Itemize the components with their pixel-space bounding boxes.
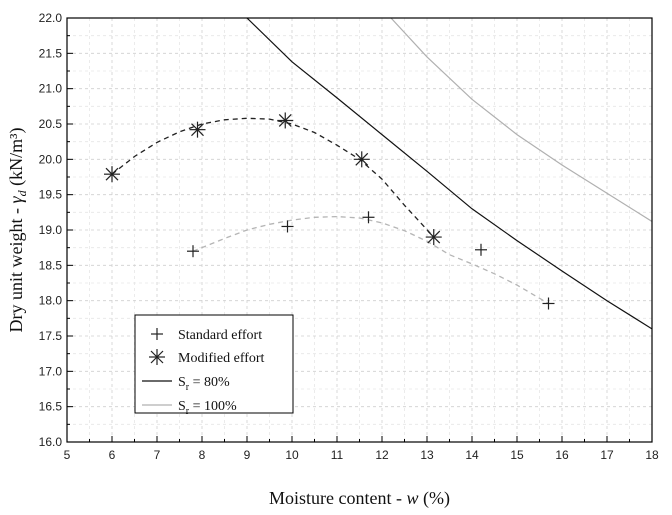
y-axis-title: Dry unit weight - γd (kN/m³) bbox=[6, 128, 29, 333]
x-tick-label: 5 bbox=[64, 448, 71, 462]
standard-fit-curve bbox=[192, 215, 549, 305]
curves bbox=[111, 18, 652, 330]
y-tick-label: 18.0 bbox=[39, 294, 63, 308]
x-tick-label: 7 bbox=[154, 448, 161, 462]
legend-modified-label: Modified effort bbox=[178, 351, 265, 366]
markers bbox=[104, 112, 555, 310]
saturation-line-80 bbox=[246, 18, 652, 330]
legend-modified-symbol bbox=[149, 349, 165, 365]
standard-effort-point bbox=[362, 211, 375, 224]
y-tick-label: 16.0 bbox=[39, 435, 63, 449]
x-tick-label: 14 bbox=[465, 448, 479, 462]
standard-effort-point bbox=[475, 243, 487, 256]
y-tick-label: 17.5 bbox=[39, 329, 63, 343]
y-tick-labels: 16.0 16.5 17.0 17.5 18.0 18.5 19.0 19.5 20.0 20.5… bbox=[39, 11, 63, 449]
standard-effort-point bbox=[187, 245, 199, 258]
modified-effort-point bbox=[353, 151, 370, 168]
x-tick-label: 9 bbox=[244, 448, 251, 462]
x-tick-label: 18 bbox=[645, 448, 659, 462]
y-tick-label: 20.5 bbox=[39, 117, 63, 131]
x-axis-title: Moisture content - w (%) bbox=[269, 488, 450, 509]
y-tick-label: 20.0 bbox=[39, 152, 63, 166]
y-tick-label: 21.0 bbox=[39, 82, 63, 96]
y-tick-label: 19.0 bbox=[39, 223, 63, 237]
modified-fit-curve bbox=[111, 117, 435, 238]
x-tick-label: 8 bbox=[199, 448, 206, 462]
legend-standard-symbol bbox=[151, 328, 163, 340]
x-tick-labels: 5 6 7 8 9 10 11 12 13 14 15 16 17 18 bbox=[64, 448, 659, 462]
y-tick-label: 22.0 bbox=[39, 11, 63, 25]
y-tick-label: 19.5 bbox=[39, 188, 63, 202]
legend-standard-label: Standard effort bbox=[178, 328, 262, 343]
x-tick-label: 10 bbox=[285, 448, 299, 462]
x-tick-label: 15 bbox=[510, 448, 524, 462]
legend-box bbox=[134, 314, 294, 414]
saturation-line-100 bbox=[390, 18, 652, 223]
standard-effort-point bbox=[542, 297, 555, 310]
standard-effort-point bbox=[281, 220, 294, 233]
x-tick-label: 13 bbox=[420, 448, 434, 462]
legend-sr100-label: Sr = 100% bbox=[178, 399, 237, 417]
ticks bbox=[66, 17, 653, 443]
modified-effort-point bbox=[277, 112, 294, 129]
y-tick-label: 16.5 bbox=[39, 400, 63, 414]
x-tick-label: 17 bbox=[600, 448, 614, 462]
x-tick-label: 12 bbox=[375, 448, 389, 462]
x-tick-label: 11 bbox=[331, 448, 344, 462]
x-tick-label: 6 bbox=[109, 448, 116, 462]
y-tick-label: 17.0 bbox=[39, 364, 63, 378]
x-tick-label: 16 bbox=[555, 448, 569, 462]
modified-effort-point bbox=[104, 166, 120, 183]
legend: Standard effort Modified effort Sr = 80% Sr… bbox=[134, 314, 294, 417]
y-tick-label: 21.5 bbox=[39, 46, 63, 60]
y-tick-label: 18.5 bbox=[39, 258, 63, 272]
modified-effort-point bbox=[425, 229, 442, 246]
legend-sr80-label: Sr = 80% bbox=[178, 375, 230, 393]
modified-effort-point bbox=[189, 121, 206, 138]
